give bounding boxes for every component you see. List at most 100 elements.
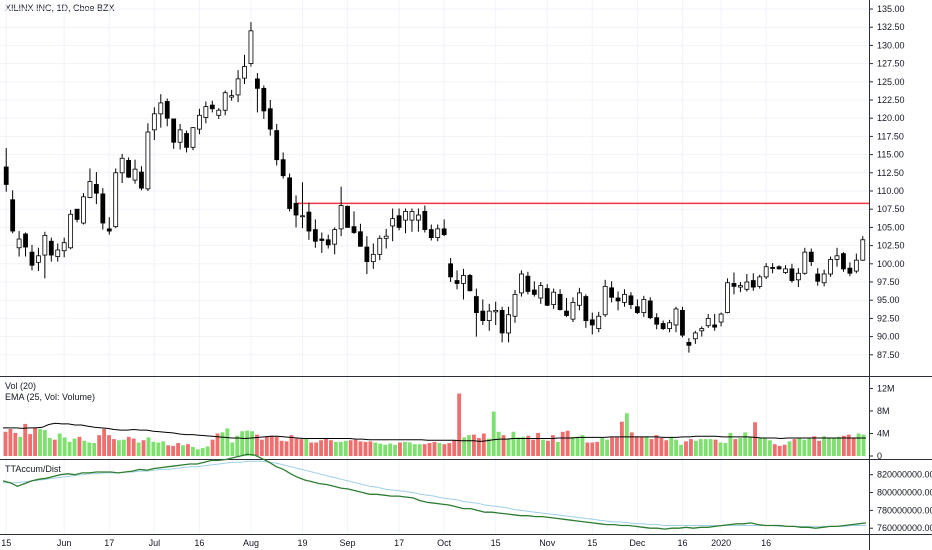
- volume-bar: [595, 441, 600, 456]
- candle: [680, 309, 685, 336]
- time-tick-label: 16: [194, 538, 204, 548]
- volume-bar: [496, 431, 501, 456]
- candle: [280, 159, 286, 177]
- volume-bar: [797, 437, 802, 456]
- volume-bar: [452, 440, 457, 456]
- candle: [87, 181, 93, 198]
- volume-bar: [570, 436, 575, 456]
- volume-bar: [476, 437, 481, 456]
- candle: [119, 157, 125, 174]
- candle: [409, 210, 415, 221]
- volume-bar: [605, 439, 610, 456]
- volume-bar: [383, 444, 388, 456]
- volume-bar: [610, 437, 614, 456]
- time-tick-label: 16: [761, 538, 771, 548]
- volume-bar: [481, 433, 486, 456]
- candle: [634, 306, 640, 313]
- candle: [841, 253, 846, 270]
- candle: [609, 287, 615, 298]
- candle: [660, 323, 666, 329]
- volume-bar: [417, 444, 422, 456]
- candle: [312, 229, 318, 242]
- candle: [42, 235, 48, 256]
- candle: [209, 104, 215, 110]
- candle: [744, 281, 750, 290]
- volume-bar: [151, 441, 156, 456]
- volume-bar: [733, 439, 738, 456]
- candle: [222, 92, 228, 111]
- volume-bar: [33, 427, 37, 456]
- volume-bar: [422, 444, 427, 456]
- price-axis: 87.50 90.00 92.50 95.00 97.50 100.00 102.50 105…: [869, 4, 905, 360]
- time-tick-label: Jul: [149, 538, 161, 548]
- volume-bar: [235, 435, 240, 456]
- volume-bar: [787, 441, 792, 456]
- time-tick-label: Aug: [243, 538, 259, 548]
- volume-bar: [748, 437, 753, 456]
- volume-bar: [698, 439, 703, 456]
- volume-bar: [639, 436, 644, 456]
- volume-tick-label: 4M: [877, 428, 890, 438]
- volume-bar: [447, 443, 452, 456]
- volume-bar: [575, 436, 580, 456]
- candle: [267, 108, 273, 130]
- volume-bar: [782, 444, 787, 456]
- candle: [351, 226, 357, 233]
- volume-bar: [516, 437, 521, 456]
- volume-bar: [585, 442, 590, 456]
- candle: [248, 30, 254, 64]
- volume-bar: [112, 439, 116, 456]
- volume-bar: [82, 440, 87, 456]
- candle: [551, 291, 557, 305]
- candle: [203, 106, 209, 118]
- volume-bar: [102, 428, 107, 456]
- accum-tick-label: 800000000.00: [877, 488, 932, 498]
- volume-bar: [333, 441, 338, 456]
- candle: [731, 283, 737, 287]
- candle: [776, 266, 782, 270]
- candle: [538, 285, 544, 299]
- volume-bar: [536, 432, 540, 456]
- volume-bar: [77, 436, 82, 456]
- time-tick-label: Nov: [539, 538, 556, 548]
- candle: [254, 78, 260, 89]
- volume-bar: [304, 438, 309, 456]
- candle: [16, 238, 22, 249]
- accum-tick-label: 780000000.00: [877, 505, 932, 515]
- candle: [235, 78, 241, 96]
- candle: [106, 228, 112, 232]
- volume-bar: [393, 444, 397, 456]
- volume-bar: [827, 437, 831, 456]
- volume-bar: [713, 439, 718, 456]
- volume-bar: [269, 435, 274, 456]
- volume-tick-label: 12M: [877, 383, 895, 393]
- volume-bar: [274, 436, 279, 456]
- candle: [821, 273, 827, 284]
- volume-bar: [669, 437, 674, 456]
- volume-bar: [693, 440, 698, 456]
- candle: [113, 172, 119, 228]
- volume-bar: [62, 437, 67, 456]
- volume-bar: [363, 441, 368, 456]
- volume-bar: [279, 440, 284, 456]
- candle: [499, 309, 505, 334]
- volume-bar: [176, 443, 180, 456]
- price-tick-label: 120.00: [877, 113, 905, 123]
- candle: [699, 328, 705, 332]
- price-tick-label: 87.50: [877, 350, 900, 360]
- price-tick-label: 107.50: [877, 204, 905, 214]
- volume-bar: [550, 435, 555, 456]
- candle: [725, 282, 730, 313]
- volume-bar: [240, 431, 245, 456]
- volume-pane[interactable]: [3, 393, 866, 456]
- accum-pane[interactable]: [2, 453, 867, 530]
- volume-bar: [353, 439, 358, 456]
- volume-bar: [97, 435, 102, 456]
- volume-bar: [116, 440, 121, 456]
- volume-bar: [72, 438, 77, 456]
- volume-bar: [841, 435, 846, 456]
- candle: [29, 251, 35, 266]
- candle: [61, 242, 67, 252]
- volume-bar: [437, 443, 442, 456]
